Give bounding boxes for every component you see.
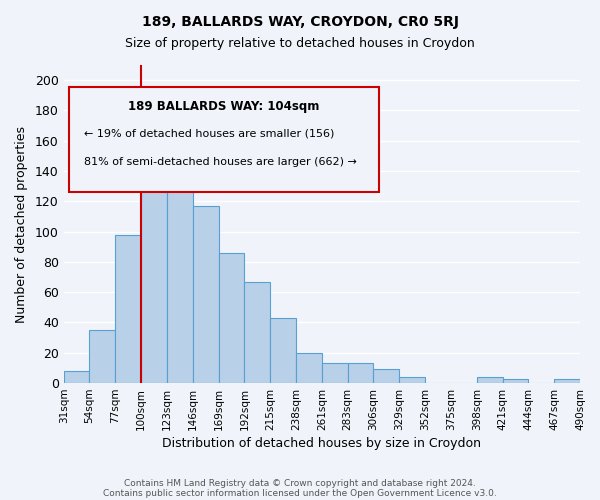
Bar [554, 378, 580, 383]
Bar [503, 378, 529, 383]
Bar [141, 174, 167, 383]
Bar [167, 136, 193, 383]
Bar [373, 370, 399, 383]
Bar [270, 318, 296, 383]
Bar [64, 371, 89, 383]
FancyBboxPatch shape [69, 88, 379, 192]
Bar [399, 377, 425, 383]
Text: Contains HM Land Registry data © Crown copyright and database right 2024.: Contains HM Land Registry data © Crown c… [124, 478, 476, 488]
Y-axis label: Number of detached properties: Number of detached properties [15, 126, 28, 322]
Bar [218, 253, 244, 383]
Bar [296, 353, 322, 383]
Bar [347, 364, 373, 383]
Text: Contains public sector information licensed under the Open Government Licence v3: Contains public sector information licen… [103, 488, 497, 498]
Bar [244, 282, 270, 383]
Bar [115, 234, 141, 383]
Text: 189, BALLARDS WAY, CROYDON, CR0 5RJ: 189, BALLARDS WAY, CROYDON, CR0 5RJ [142, 15, 458, 29]
Bar [89, 330, 115, 383]
Text: 81% of semi-detached houses are larger (662) →: 81% of semi-detached houses are larger (… [85, 157, 357, 167]
X-axis label: Distribution of detached houses by size in Croydon: Distribution of detached houses by size … [163, 437, 481, 450]
Bar [193, 206, 218, 383]
Bar [322, 364, 347, 383]
Text: Size of property relative to detached houses in Croydon: Size of property relative to detached ho… [125, 38, 475, 51]
Bar [477, 377, 503, 383]
Text: 189 BALLARDS WAY: 104sqm: 189 BALLARDS WAY: 104sqm [128, 100, 319, 113]
Text: ← 19% of detached houses are smaller (156): ← 19% of detached houses are smaller (15… [85, 128, 335, 138]
